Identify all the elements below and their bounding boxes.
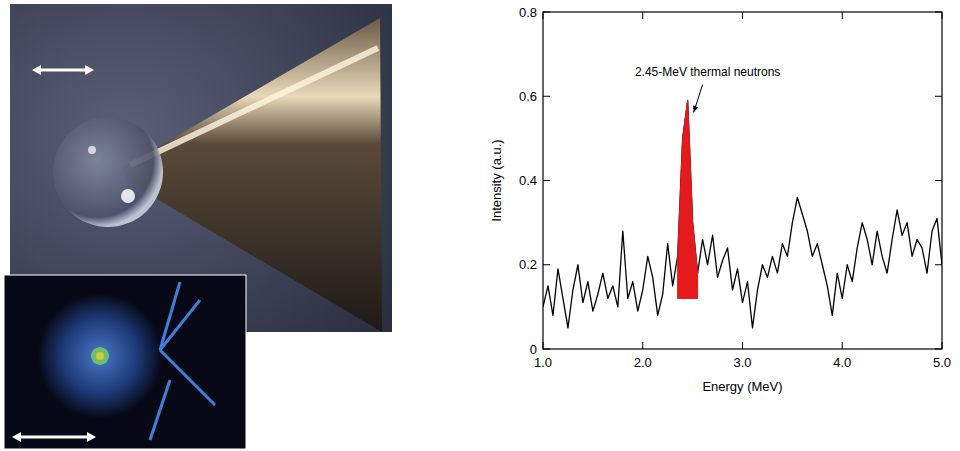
- y-axis-title: Intensity (a.u.): [489, 139, 504, 221]
- x-tick: [642, 12, 643, 19]
- y-tick: [935, 96, 942, 97]
- x-tick-label: 3.0: [733, 355, 751, 370]
- x-tick-label: 5.0: [933, 355, 951, 370]
- annotation-arrow: [694, 84, 703, 112]
- inset-cone: [150, 282, 215, 440]
- x-tick: [543, 342, 544, 349]
- scale-bar-head: [12, 432, 21, 442]
- y-tick: [935, 12, 942, 13]
- y-tick-label: 0.4: [519, 173, 537, 188]
- scale-bar-head: [87, 432, 96, 442]
- x-tick: [742, 12, 743, 19]
- x-tick: [742, 342, 743, 349]
- y-tick: [543, 96, 550, 97]
- y-tick-label: 0.2: [519, 257, 537, 272]
- y-tick: [543, 264, 550, 265]
- x-axis-title: Energy (MeV): [702, 379, 782, 394]
- y-tick: [935, 264, 942, 265]
- x-tick: [543, 12, 544, 19]
- y-tick: [543, 349, 550, 350]
- scale-bar: [16, 436, 92, 439]
- x-tick: [942, 12, 943, 19]
- chart: 1.0 2.0 3.0 4.0 5.0 0 0.2 0.4 0.6 0.8 Energy (MeV)…: [489, 5, 951, 395]
- y-tick-label: 0.8: [519, 5, 537, 20]
- plot-data: [543, 100, 942, 327]
- y-tick: [543, 12, 550, 13]
- scale-bar-head: [85, 65, 94, 75]
- x-tick-label: 2.0: [634, 355, 652, 370]
- line: [543, 100, 942, 327]
- y-tick-label: 0.6: [519, 89, 537, 104]
- sphere-glint: [121, 189, 135, 203]
- y-tick: [935, 180, 942, 181]
- annotation-arrow-head: [693, 105, 698, 112]
- inset-glow: [38, 294, 162, 418]
- area: [678, 100, 698, 298]
- scale-bar: [36, 69, 90, 72]
- scale-bar-head: [32, 65, 41, 75]
- x-tick: [842, 12, 843, 19]
- y-tick: [543, 180, 550, 181]
- sphere: [53, 117, 163, 227]
- inset-core: [91, 347, 109, 365]
- x-tick-label: 1.0: [534, 355, 552, 370]
- inset-core: [96, 352, 104, 360]
- y-tick-label: 0: [530, 342, 537, 357]
- y-tick: [935, 349, 942, 350]
- annotation: 2.45-MeV thermal neutrons: [635, 65, 780, 79]
- inset-image: [4, 275, 246, 449]
- sphere-glint: [88, 146, 96, 154]
- inset-background: [4, 275, 246, 449]
- cone-highlight: [130, 48, 378, 165]
- plot-frame: [543, 12, 942, 349]
- x-tick-label: 4.0: [833, 355, 851, 370]
- x-tick: [642, 342, 643, 349]
- x-tick: [842, 342, 843, 349]
- figure: 1.0 2.0 3.0 4.0 5.0 0 0.2 0.4 0.6 0.8 Energy (MeV)…: [0, 0, 960, 451]
- x-tick: [942, 342, 943, 349]
